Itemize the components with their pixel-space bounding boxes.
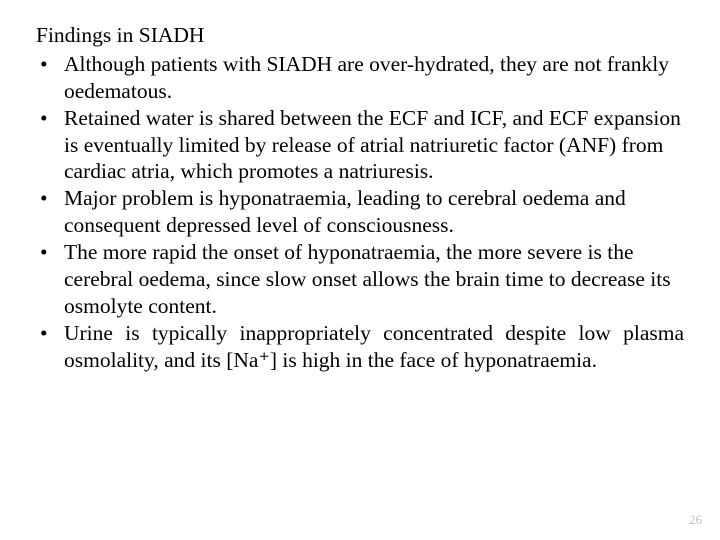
slide-heading: Findings in SIADH [36,22,684,49]
page-number: 26 [689,512,702,528]
list-item: Urine is typically inappropriately conce… [36,320,684,374]
bullet-list: Although patients with SIADH are over-hy… [36,51,684,374]
list-item: Retained water is shared between the ECF… [36,105,684,186]
list-item: The more rapid the onset of hyponatraemi… [36,239,684,320]
list-item: Although patients with SIADH are over-hy… [36,51,684,105]
slide: Findings in SIADH Although patients with… [0,0,720,540]
list-item: Major problem is hyponatraemia, leading … [36,185,684,239]
